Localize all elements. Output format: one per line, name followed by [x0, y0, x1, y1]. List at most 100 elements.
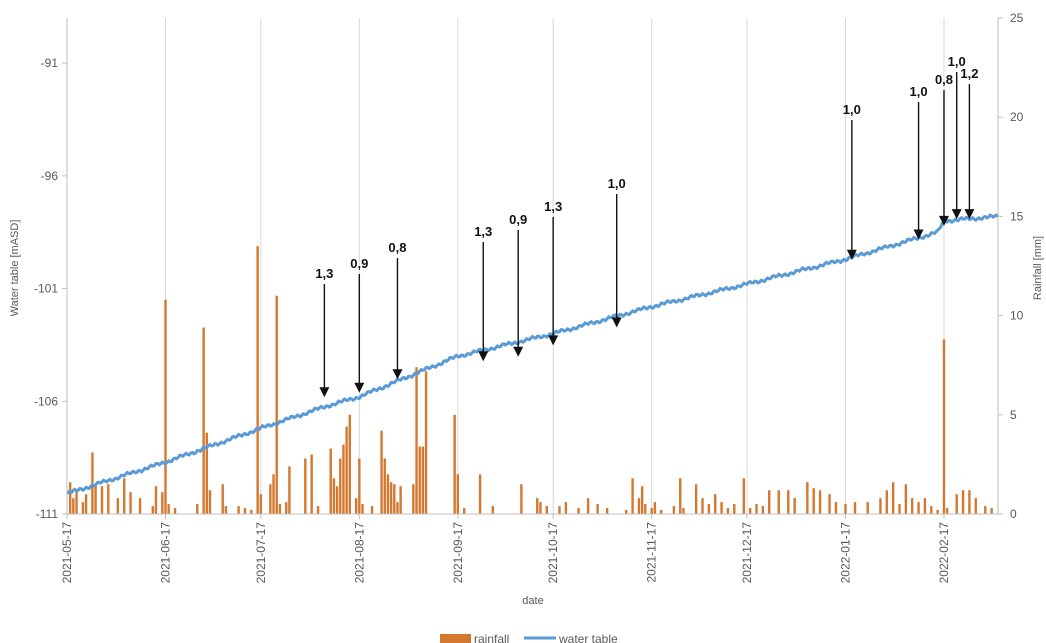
rainfall-bar [421, 446, 425, 514]
annotation-arrow-head [513, 346, 524, 357]
rainfall-bar [316, 506, 320, 514]
annotation: 1,0 [608, 176, 626, 328]
x-tick-label: 2021-05-17 [60, 522, 74, 584]
rainfall-bar [911, 498, 914, 514]
rainfall-bar [853, 502, 857, 514]
rainfall-bar [453, 414, 456, 514]
annotation-arrow-head [548, 335, 559, 346]
rainfall-bar [659, 510, 663, 514]
annotation-arrow-head [478, 351, 489, 362]
annotation-arrow-head [938, 215, 949, 226]
x-tick-label: 2021-11-17 [645, 522, 659, 583]
rainfall-bar [768, 490, 771, 514]
annotation: 1,0 [948, 54, 966, 220]
rainfall-bar [930, 506, 933, 514]
legend-rainfall-swatch [440, 634, 471, 643]
annotation-arrow-head [913, 229, 924, 240]
rainfall-bar [891, 482, 895, 514]
rainfall-bar [68, 482, 72, 514]
annotation-label: 1,3 [544, 199, 562, 214]
annotation-label: 1,0 [948, 54, 966, 69]
rainfall-bar [380, 430, 383, 514]
annotation: 1,2 [960, 66, 978, 220]
annotations: 1,30,90,81,30,91,31,01,01,00,81,01,2 [315, 54, 978, 398]
x-tick-label: 2021-08-17 [352, 522, 366, 584]
rainfall-bar [122, 478, 126, 514]
rainfall-bar [586, 498, 590, 514]
annotation-label: 1,0 [843, 102, 861, 117]
rainfall-bar [383, 458, 386, 514]
rainfall-bar [415, 367, 418, 514]
annotation: 1,3 [544, 199, 562, 346]
rainfall-bar [694, 484, 698, 514]
x-axis-title: date [522, 595, 543, 607]
x-axis-ticks: 2021-05-17 2021-06-17 2021-07-17 2021-08-17… [60, 514, 951, 583]
rainfall-bar [462, 508, 466, 514]
rainfall-bar [761, 506, 765, 514]
annotation-label: 0,9 [509, 212, 527, 227]
axes [66, 18, 999, 515]
rainfall-bar [358, 458, 361, 514]
rainfall-bar [342, 444, 345, 514]
legend-water-table-label: water table [558, 632, 618, 643]
rainfall-bar [269, 484, 272, 514]
left-tick-label: -101 [34, 282, 58, 296]
rainfall-bar [361, 504, 364, 514]
annotation-arrow-head [611, 317, 622, 328]
rainfall-bars [68, 246, 993, 514]
legend: rainfall water table [440, 632, 618, 643]
right-tick-label: 10 [1010, 309, 1024, 323]
right-tick-label: 5 [1010, 408, 1017, 422]
annotation-label: 1,2 [960, 66, 978, 81]
rainfall-bar [478, 474, 482, 514]
rainfall-bar [726, 508, 730, 514]
rainfall-bar [116, 498, 120, 514]
annotation: 0,8 [388, 240, 406, 380]
rainfall-bar [942, 339, 946, 514]
rainfall-bar [75, 490, 78, 514]
rainfall-bar [755, 504, 758, 514]
annotation-label: 0,9 [350, 256, 368, 271]
rainfall-bar [354, 498, 358, 514]
rainfall-bar [310, 454, 313, 514]
rainfall-bar [558, 506, 561, 514]
rainfall-bar [625, 510, 628, 514]
rainfall-bar [100, 486, 104, 514]
rainfall-bar [917, 502, 920, 514]
rainfall-bar [748, 508, 752, 514]
rainfall-bar [399, 486, 402, 514]
rainfall-bar [828, 494, 831, 514]
annotation-label: 0,8 [935, 72, 953, 87]
annotation: 0,9 [350, 256, 368, 393]
rainfall-bar [205, 432, 209, 514]
rainfall-bar [221, 484, 224, 514]
rainfall-bar [288, 466, 291, 514]
rainfall-bar [94, 484, 97, 514]
rainfall-bar [164, 299, 167, 514]
right-tick-label: 20 [1010, 110, 1024, 124]
rainfall-bar [129, 492, 132, 514]
annotation: 1,0 [843, 102, 861, 260]
annotation-arrow-head [319, 387, 330, 398]
rainfall-bar [72, 498, 75, 514]
rainfall-bar [866, 502, 869, 514]
x-tick-label: 2022-01-17 [838, 522, 852, 584]
annotation-arrow-head [951, 209, 962, 220]
rainfall-bar [259, 494, 263, 514]
annotation-arrow-head [964, 209, 975, 220]
rainfall-bar [818, 490, 822, 514]
rainfall-bar [682, 508, 685, 514]
annotation-label: 0,8 [388, 240, 406, 255]
rainfall-bar [107, 484, 110, 514]
rainfall-bar [237, 506, 240, 514]
rainfall-bar [885, 490, 888, 514]
rainfall-bar [898, 504, 901, 514]
rainfall-bar [714, 494, 717, 514]
annotation: 0,8 [935, 72, 953, 226]
annotation-label: 1,3 [474, 224, 492, 239]
left-tick-label: -96 [41, 169, 59, 183]
rainfall-bar [974, 498, 977, 514]
rainfall-bar [640, 486, 644, 514]
rainfall-bar [250, 510, 253, 514]
left-tick-label: -91 [41, 56, 59, 70]
